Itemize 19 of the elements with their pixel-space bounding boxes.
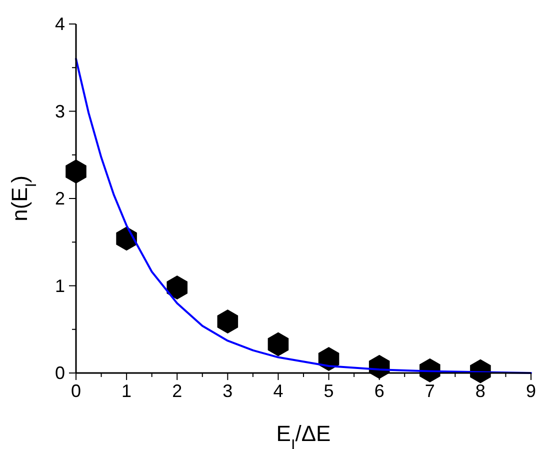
x-tick-label: 1 [122, 381, 132, 401]
x-tick-label: 6 [374, 381, 384, 401]
point [66, 159, 86, 184]
point [268, 332, 289, 356]
point [217, 310, 238, 334]
y-tick-label: 0 [54, 363, 65, 383]
x-tick-label: 7 [424, 381, 435, 401]
x-tick-label: 9 [526, 381, 536, 401]
x-tick-label: 4 [273, 381, 284, 401]
y-tick-label: 3 [54, 101, 65, 122]
y-tick-label: 1 [54, 276, 65, 296]
x-tick-label: 8 [475, 381, 486, 401]
x-tick-label: 0 [70, 381, 82, 401]
y-tick-label: 2 [54, 188, 65, 208]
x-tick-label: 2 [172, 381, 182, 401]
x-tick-label: 5 [324, 381, 334, 401]
y-tick-label: 4 [54, 14, 65, 34]
point [166, 275, 188, 300]
x-tick-label: 3 [222, 381, 233, 401]
